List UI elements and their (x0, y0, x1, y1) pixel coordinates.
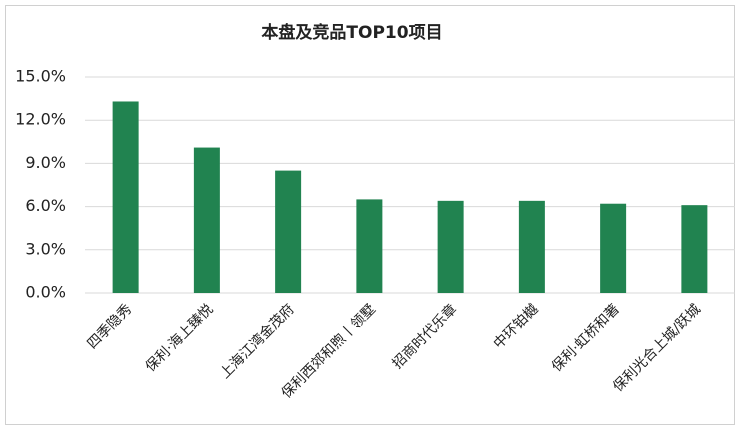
chart-title: 本盘及竞品TOP10项目 (261, 22, 442, 43)
bar (518, 200, 545, 293)
y-tick-label: 6.0% (25, 196, 66, 215)
bar (112, 101, 139, 293)
bar (193, 147, 220, 293)
bar (681, 205, 708, 293)
bar (600, 203, 627, 293)
y-tick-label: 3.0% (25, 239, 66, 258)
y-tick-label: 0.0% (25, 283, 66, 302)
y-tick-label: 15.0% (15, 67, 66, 86)
bar (275, 170, 302, 293)
y-tick-label: 12.0% (15, 110, 66, 129)
y-tick-label: 9.0% (25, 153, 66, 172)
bar (356, 199, 383, 293)
bar (437, 200, 464, 293)
